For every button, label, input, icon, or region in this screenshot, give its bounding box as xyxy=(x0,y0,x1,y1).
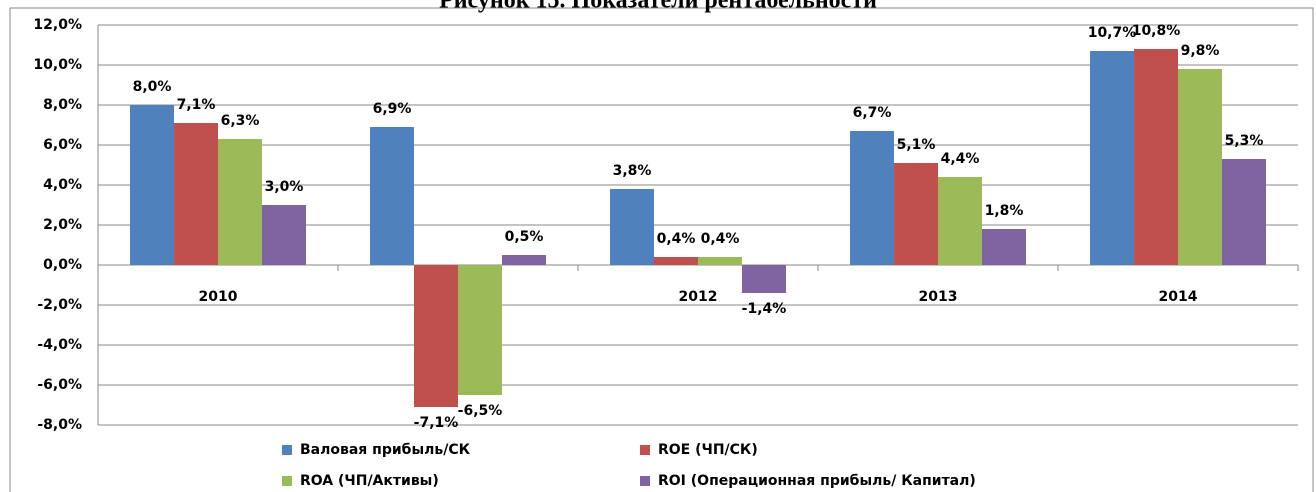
bar xyxy=(502,255,546,265)
bar xyxy=(262,205,306,265)
value-label: 8,0% xyxy=(133,79,172,95)
value-label: 10,8% xyxy=(1132,23,1181,39)
y-tick-label: 0,0% xyxy=(43,257,82,273)
bar xyxy=(894,163,938,265)
x-tick-label: 2014 xyxy=(1159,289,1198,305)
bar xyxy=(1090,51,1134,265)
bar xyxy=(654,257,698,265)
bar xyxy=(218,139,262,265)
y-tick-label: 4,0% xyxy=(43,177,82,193)
bar xyxy=(742,265,786,293)
value-label: 7,1% xyxy=(177,97,216,113)
x-tick-label: 2013 xyxy=(919,289,958,305)
value-label: 0,5% xyxy=(505,229,544,245)
x-tick-label: 2012 xyxy=(679,289,718,305)
value-label: -6,5% xyxy=(458,403,503,419)
y-tick-label: -4,0% xyxy=(37,337,82,353)
y-tick-label: -2,0% xyxy=(37,297,82,313)
value-label: 6,7% xyxy=(853,105,892,121)
value-label: 1,8% xyxy=(985,203,1024,219)
y-tick-label: 8,0% xyxy=(43,97,82,113)
value-label: 3,8% xyxy=(613,163,652,179)
value-label: -1,4% xyxy=(742,301,787,317)
value-label: 9,8% xyxy=(1181,43,1220,59)
value-label: 5,3% xyxy=(1225,133,1264,149)
value-label: 6,9% xyxy=(373,101,412,117)
legend-label: ROE (ЧП/СК) xyxy=(658,442,758,458)
bar xyxy=(1222,159,1266,265)
y-tick-label: 10,0% xyxy=(33,57,82,73)
bar xyxy=(698,257,742,265)
bar xyxy=(174,123,218,265)
legend-label: ROI (Операционная прибыль/ Капитал) xyxy=(658,473,976,489)
x-tick-label: 2010 xyxy=(199,289,238,305)
bar xyxy=(850,131,894,265)
bar xyxy=(1134,49,1178,265)
chart-frame xyxy=(9,7,1314,492)
value-label: 6,3% xyxy=(221,113,260,129)
y-tick-label: 2,0% xyxy=(43,217,82,233)
bar xyxy=(610,189,654,265)
bar xyxy=(982,229,1026,265)
y-tick-label: -6,0% xyxy=(37,377,82,393)
value-label: 5,1% xyxy=(897,137,936,153)
value-label: 0,4% xyxy=(701,231,740,247)
value-label: -7,1% xyxy=(414,415,459,431)
y-tick-label: -8,0% xyxy=(37,417,82,433)
value-label: 0,4% xyxy=(657,231,696,247)
legend-swatch xyxy=(282,476,292,486)
value-label: 3,0% xyxy=(265,179,304,195)
bar xyxy=(414,265,458,407)
legend-swatch xyxy=(282,445,292,455)
bar xyxy=(1178,69,1222,265)
legend-swatch xyxy=(640,445,650,455)
bar xyxy=(458,265,502,395)
bar xyxy=(370,127,414,265)
y-tick-label: 6,0% xyxy=(43,137,82,153)
value-label: 4,4% xyxy=(941,151,980,167)
legend-swatch xyxy=(640,476,650,486)
chart-title: Рисунок 15. Показатели рентабельности xyxy=(439,0,877,14)
value-label: 10,7% xyxy=(1088,25,1137,41)
legend-label: ROA (ЧП/Активы) xyxy=(300,473,439,489)
bar xyxy=(938,177,982,265)
bar xyxy=(130,105,174,265)
legend-label: Валовая прибыль/СК xyxy=(300,442,471,458)
y-tick-label: 12,0% xyxy=(33,17,82,33)
